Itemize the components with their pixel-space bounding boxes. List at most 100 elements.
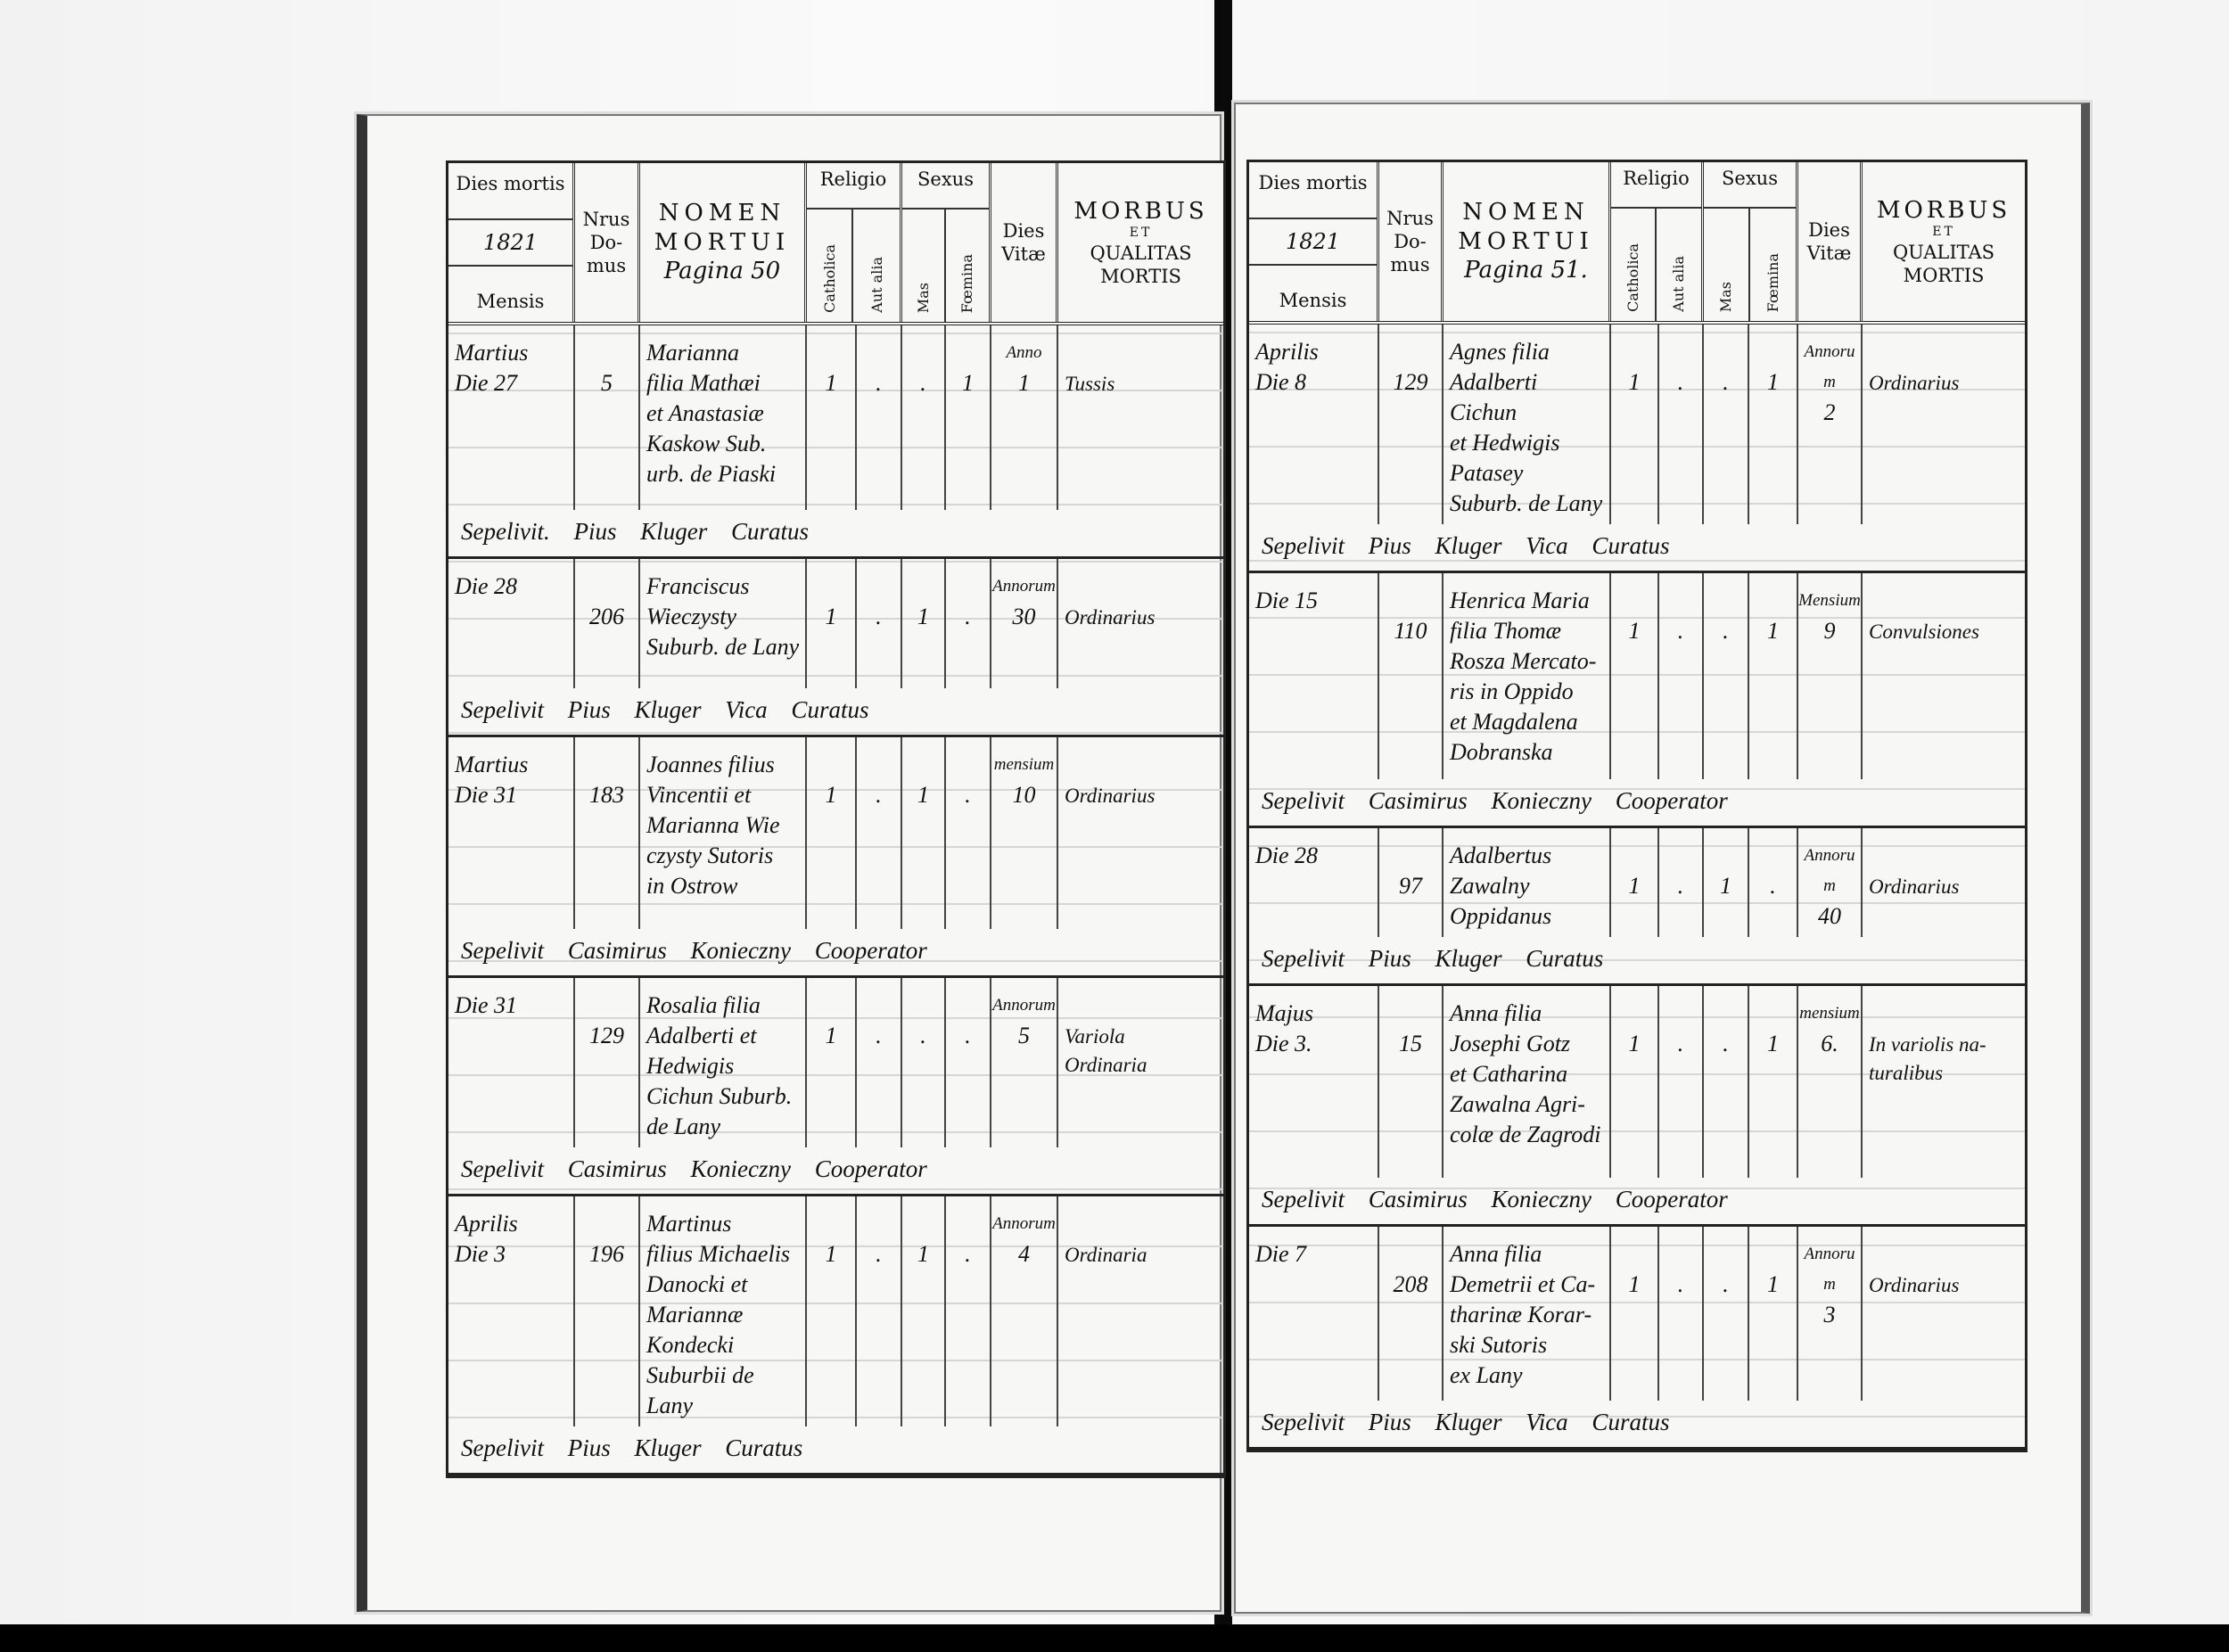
entry-cause-line: Variola [1065, 1025, 1125, 1048]
entry-cause: Ordinarius [1863, 1227, 2025, 1401]
entry-cause: Ordinarius [1863, 325, 2025, 524]
header-aut_alia-label: Aut alia [1670, 256, 1688, 312]
house-number-value: 208 [1393, 1271, 1428, 1297]
entry-cells: Die 7 208 Anna filia Demetrii et Ca-tharinæ… [1249, 1227, 2025, 1401]
entry-mas-mark: 1 [917, 604, 929, 629]
table-header: Dies mortis 1821 Mensis Nrus Do- mus NOMEN MOR… [448, 163, 1223, 325]
age-value: 3 [1823, 1302, 1836, 1327]
entry-name: Joannes filius Vincentii et Marianna Wie cz… [640, 737, 807, 929]
entry-name-line: Rosalia filia [646, 992, 761, 1018]
entry-date-line: Aprilis [455, 1211, 518, 1237]
entry-alia: . [1659, 573, 1704, 779]
entry-date: Die 28 [448, 559, 575, 688]
entry-foem-mark: . [965, 604, 971, 629]
entry-alia: . [857, 978, 902, 1147]
entry-name-line: filia Mathæi [646, 370, 761, 396]
entry-cath-mark: 1 [1628, 369, 1641, 395]
entry-date: Die 31 [448, 978, 575, 1147]
header-mortis-label: MORTIS [1903, 265, 1985, 286]
entry-date-line: Die 28 [1255, 842, 1319, 868]
entry-age: Mensium 9 [1798, 573, 1863, 779]
entry-age: mensium 10 [991, 737, 1058, 929]
entry-mas-mark: . [1723, 1271, 1729, 1297]
death-register-table-right: Dies mortis 1821 Mensis Nrus Do- mus NOMEN MOR… [1246, 160, 2027, 1452]
entry-name: Franciscus Wieczysty Suburb. de Lany [640, 559, 807, 688]
entry-cells: Aprilis Die 3 196 Martinus filius Michaelis D… [448, 1196, 1223, 1426]
entry-name-line: Martinus [646, 1211, 732, 1237]
entry-name-line: Marianna [646, 340, 739, 366]
header-nrus-domus: Nrus Do- mus [1379, 162, 1444, 321]
entry-name-line: ex Lany [1450, 1362, 1523, 1388]
entry-mas-mark: 1 [917, 782, 929, 808]
header-catholica: Catholica [1611, 209, 1657, 321]
header-dies-mortis-label: Dies mortis [1258, 172, 1368, 193]
entry-name: Adalbertus Zawalny Oppidanus [1444, 828, 1611, 937]
entry-cause-line: Ordinarius [1869, 1274, 1960, 1296]
scan-border [0, 1624, 2229, 1652]
header-mas-label: Mas [914, 282, 932, 313]
entry-name-line: Franciscus [646, 573, 750, 599]
header-year: 1821 [448, 218, 572, 267]
entry-date-line: Majus [1255, 1000, 1313, 1026]
entry-name: Agnes filia Adalberti Cichun et Hedwigis P… [1444, 325, 1611, 524]
entry-foem-mark: 1 [1767, 618, 1779, 644]
entry-name: Martinus filius Michaelis Danocki et Marian… [640, 1196, 807, 1426]
entry-name-line: Joannes filius [646, 752, 775, 777]
entry-mas-mark: . [920, 1023, 926, 1048]
entry-mas: . [902, 978, 946, 1147]
entry-alia: . [857, 737, 902, 929]
age-value: 5 [1018, 1023, 1030, 1048]
entry-alia: . [857, 325, 902, 510]
register-entry: Die 28 206 Franciscus Wieczysty Suburb. de L… [448, 559, 1223, 737]
header-religio: Religio Catholica Aut alia [807, 163, 902, 322]
entry-name-line: ris in Oppido [1450, 678, 1574, 704]
header-vitae-label: Vitæ [1806, 242, 1852, 264]
entry-alia-mark: . [1677, 873, 1684, 899]
header-pagina: Pagina 50 [663, 258, 781, 285]
entry-date-line: Die 27 [455, 370, 518, 396]
right-page: Dies mortis 1821 Mensis Nrus Do- mus NOMEN MOR… [1234, 103, 2090, 1614]
entry-cause-line: Ordinarius [1869, 372, 1960, 394]
entry-mas: 1 [902, 559, 946, 688]
header-mas: Mas [902, 210, 946, 322]
entry-date-line: Die 15 [1255, 588, 1319, 613]
entry-house-number: 97 [1379, 828, 1444, 937]
entry-cause: Tussis [1058, 325, 1223, 510]
header-nrus-domus: Nrus Do- mus [575, 163, 640, 322]
header-morbus-label: MORBUS [1876, 196, 2011, 224]
entry-cath-mark: 1 [1628, 618, 1641, 644]
header-nomen-label: NOMEN [1462, 199, 1590, 226]
header-mas: Mas [1704, 209, 1750, 321]
header-sexus-label: Sexus [902, 163, 989, 210]
house-number-value: 129 [589, 1023, 624, 1048]
age-unit: mensium [993, 755, 1055, 774]
age-unit: Mensium [1798, 591, 1861, 610]
entry-cath-mark: 1 [825, 604, 837, 629]
entry-burial-note: Sepelivit Pius Kluger Vica Curatus [1262, 532, 1670, 559]
entry-mas-mark: . [920, 370, 926, 396]
age-value: 2 [1823, 399, 1836, 425]
entry-alia-mark: . [876, 1023, 882, 1048]
entry-name-line: colæ de Zagrodi [1450, 1122, 1601, 1147]
age-value: 40 [1818, 903, 1841, 929]
entry-burial-note: Sepelivit Pius Kluger Curatus [461, 1434, 803, 1461]
entry-mas-mark: . [1723, 1031, 1729, 1056]
entry-cells: Die 15 110 Henrica Maria filia Thomæ Rosza M… [1249, 573, 2025, 779]
entry-name-line: Danocki et [646, 1271, 748, 1297]
entry-cells: Die 28 97 Adalbertus Zawalny Oppidanus 1. 1. An… [1249, 828, 2025, 937]
entry-name-line: et Catharina [1450, 1061, 1568, 1087]
entry-cath: 1 [807, 559, 857, 688]
entry-cells: Aprilis Die 8 129 Agnes filia Adalberti Cich… [1249, 325, 2025, 524]
entry-date-line: Die 31 [455, 782, 518, 808]
entry-date-line: Die 28 [455, 573, 518, 599]
header-catholica-label: Catholica [820, 244, 838, 313]
entry-cath-mark: 1 [825, 1023, 837, 1048]
header-dies-mortis: Dies mortis 1821 Mensis [1249, 162, 1379, 321]
entry-foem: 1 [1749, 325, 1798, 524]
house-number-value: 196 [589, 1241, 624, 1267]
entry-alia: . [1659, 1227, 1704, 1401]
entry-name: Henrica Maria filia Thomæ Rosza Mercato-ri… [1444, 573, 1611, 779]
entry-foem: . [1749, 828, 1798, 937]
entry-name-line: Hedwigis [646, 1053, 735, 1079]
entry-name-line: Wieczysty [646, 604, 737, 629]
